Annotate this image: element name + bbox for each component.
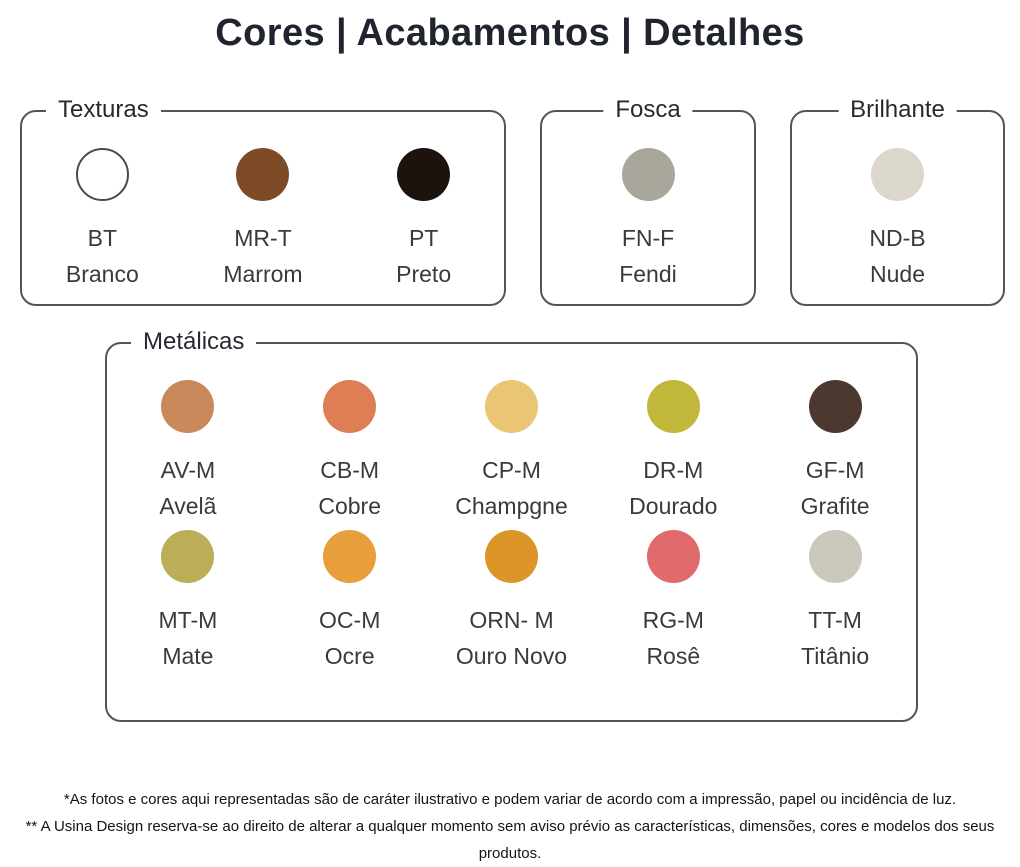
color-circle-icon bbox=[323, 530, 377, 583]
color-circle-icon bbox=[484, 530, 538, 583]
color-circle-icon bbox=[75, 148, 129, 201]
swatch-code: RG-M bbox=[642, 607, 704, 633]
texturas-section: Texturas BT Branco MR-T Marrom PT Preto bbox=[20, 95, 506, 306]
swatch-bt: BT Branco bbox=[32, 148, 172, 288]
color-circle-icon bbox=[808, 380, 862, 433]
swatch-av-m: AV-M Avelã bbox=[107, 380, 269, 520]
fosca-swatch-row: FN-F Fendi bbox=[542, 112, 754, 288]
swatch-code: MT-M bbox=[158, 607, 218, 633]
color-circle-icon bbox=[397, 148, 451, 201]
color-circle-icon bbox=[161, 380, 215, 433]
swatch-cp-m: CP-M Champgne bbox=[431, 380, 593, 520]
fosca-section-label: Fosca bbox=[603, 95, 693, 124]
footnote-rights: ** A Usina Design reserva-se ao direito … bbox=[25, 818, 995, 862]
metalicas-section: Metálicas AV-M Avelã CB-M Cobre CP-M Champgne… bbox=[105, 327, 918, 722]
swatch-code: BT bbox=[87, 225, 118, 251]
footnote-illustrative: *As fotos e cores aqui representadas são… bbox=[63, 791, 957, 808]
swatch-code: GF-M bbox=[805, 457, 865, 483]
color-circle-icon bbox=[808, 530, 862, 583]
color-circle-icon bbox=[236, 148, 290, 201]
swatch-gf-m: GF-M Grafite bbox=[754, 380, 916, 520]
swatch-name: Champgne bbox=[455, 493, 568, 519]
swatch-tt-m: TT-M Titânio bbox=[754, 530, 916, 670]
swatch-name: Preto bbox=[396, 261, 452, 287]
swatch-nd-b: ND-B Nude bbox=[828, 148, 968, 288]
color-circle-icon bbox=[621, 148, 675, 201]
swatch-code: OC-M bbox=[319, 607, 381, 633]
texturas-swatch-row: BT Branco MR-T Marrom PT Preto bbox=[22, 112, 504, 288]
swatch-cb-m: CB-M Cobre bbox=[269, 380, 431, 520]
color-circle-icon bbox=[646, 380, 700, 433]
color-circle-icon bbox=[871, 148, 924, 201]
swatch-name: Ouro Novo bbox=[455, 643, 568, 669]
swatch-name: Dourado bbox=[629, 493, 718, 519]
swatch-rg-m: RG-M Rosê bbox=[592, 530, 754, 670]
color-circle-icon bbox=[161, 530, 215, 583]
swatch-code: DR-M bbox=[643, 457, 704, 483]
swatch-code: AV-M bbox=[160, 457, 216, 483]
page-title: Cores | Acabamentos | Detalhes bbox=[215, 12, 805, 54]
swatch-code: TT-M bbox=[808, 607, 862, 633]
swatch-name: Fendi bbox=[619, 261, 677, 287]
color-circle-icon bbox=[484, 380, 538, 433]
swatch-code: FN-F bbox=[621, 225, 675, 251]
brilhante-section-label: Brilhante bbox=[838, 95, 957, 124]
brilhante-swatch-row: ND-B Nude bbox=[792, 112, 1003, 288]
swatch-name: Cobre bbox=[318, 493, 382, 519]
swatch-name: Ocre bbox=[324, 643, 375, 669]
swatch-name: Mate bbox=[162, 643, 214, 669]
swatch-code: MR-T bbox=[234, 225, 292, 251]
swatch-code: ND-B bbox=[869, 225, 926, 251]
swatch-fn-f: FN-F Fendi bbox=[578, 148, 718, 288]
swatch-code: CP-M bbox=[482, 457, 541, 483]
metalicas-swatch-grid: AV-M Avelã CB-M Cobre CP-M Champgne DR-M Dourad… bbox=[107, 344, 916, 670]
swatch-name: Titânio bbox=[801, 643, 870, 669]
swatch-orn-m: ORN- M Ouro Novo bbox=[431, 530, 593, 670]
swatch-code: ORN- M bbox=[469, 607, 554, 633]
footnotes: *As fotos e cores aqui representadas são… bbox=[0, 786, 1020, 867]
swatch-name: Marrom bbox=[223, 261, 303, 287]
color-circle-icon bbox=[323, 380, 377, 433]
swatch-name: Nude bbox=[870, 261, 925, 287]
swatch-dr-m: DR-M Dourado bbox=[592, 380, 754, 520]
brilhante-section: Brilhante ND-B Nude bbox=[790, 95, 1005, 306]
swatch-name: Avelã bbox=[159, 493, 217, 519]
swatch-pt: PT Preto bbox=[354, 148, 494, 288]
swatch-mt-m: MT-M Mate bbox=[107, 530, 269, 670]
fosca-section: Fosca FN-F Fendi bbox=[540, 95, 756, 306]
texturas-section-label: Texturas bbox=[46, 95, 161, 124]
color-circle-icon bbox=[646, 530, 700, 583]
swatch-name: Grafite bbox=[800, 493, 870, 519]
swatch-name: Branco bbox=[65, 261, 139, 287]
swatch-name: Rosê bbox=[646, 643, 701, 669]
swatch-code: CB-M bbox=[320, 457, 380, 483]
swatch-oc-m: OC-M Ocre bbox=[269, 530, 431, 670]
swatch-code: PT bbox=[408, 225, 439, 251]
metalicas-section-label: Metálicas bbox=[131, 327, 257, 356]
swatch-mr-t: MR-T Marrom bbox=[193, 148, 333, 288]
